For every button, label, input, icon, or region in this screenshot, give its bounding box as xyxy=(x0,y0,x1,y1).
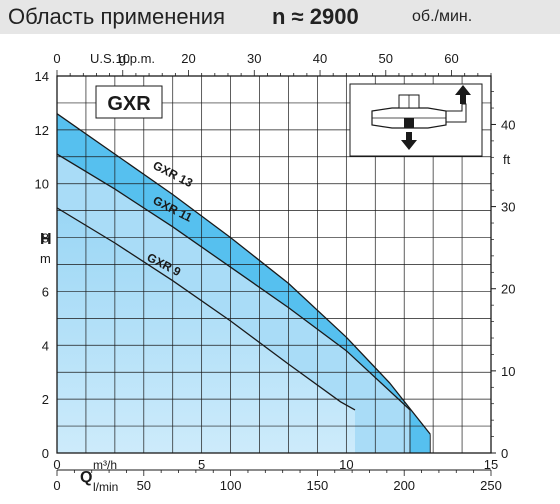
header-title: Область применения xyxy=(8,4,225,29)
tick-label-h-14: 14 xyxy=(35,69,49,84)
tick-label-q-10: 10 xyxy=(339,457,353,472)
pump-curves xyxy=(57,113,431,453)
tick-label-lmin-100: 100 xyxy=(220,478,242,493)
panel-label-box xyxy=(95,85,163,119)
tick-label-gpm-50: 50 xyxy=(379,51,393,66)
header-speed: n ≈ 2900 xyxy=(272,4,359,29)
tick-label-h-10: 10 xyxy=(35,177,49,192)
tick-label-h-8: 8 xyxy=(42,231,49,246)
tick-label-lmin-250: 250 xyxy=(480,478,502,493)
tick-label-lmin-0: 0 xyxy=(53,478,60,493)
tick-label-q-5: 5 xyxy=(198,457,205,472)
tick-label-gpm-40: 40 xyxy=(313,51,327,66)
axis-ticks xyxy=(56,70,496,476)
tick-label-h-4: 4 xyxy=(42,338,49,353)
tick-label-ft-10: 10 xyxy=(501,364,515,379)
tick-label-h-6: 6 xyxy=(42,284,49,299)
tick-label-gpm-10: 10 xyxy=(116,51,130,66)
curve-gxr-13 xyxy=(57,113,431,435)
pump-schematic-icon xyxy=(349,83,483,157)
range-fill-gxr13 xyxy=(57,113,431,453)
curve-gxr-11 xyxy=(57,153,411,411)
tick-label-lmin-200: 200 xyxy=(393,478,415,493)
range-fill-gxr11 xyxy=(57,154,410,453)
tick-label-ft-30: 30 xyxy=(501,200,515,215)
tick-label-q-15: 15 xyxy=(484,457,498,472)
header-speed-unit: об./мин. xyxy=(412,8,473,25)
ft-axis-unit: ft xyxy=(503,152,511,167)
panel-label: GXR xyxy=(107,93,151,115)
q-m3h-unit: m³/h xyxy=(93,458,117,472)
tick-label-lmin-150: 150 xyxy=(307,478,329,493)
tick-label-h-2: 2 xyxy=(42,392,49,407)
h-axis-unit: m xyxy=(40,251,51,266)
tick-label-lmin-50: 50 xyxy=(137,478,151,493)
tick-label-gpm-60: 60 xyxy=(444,51,458,66)
tick-label-h-0: 0 xyxy=(42,446,49,461)
tick-label-ft-20: 20 xyxy=(501,282,515,297)
q-lmin-unit: l/min xyxy=(93,480,118,494)
tick-label-gpm-0: 0 xyxy=(53,51,60,66)
curve-gxr-9 xyxy=(57,207,356,411)
plot-border xyxy=(56,75,492,454)
h-axis-label: H xyxy=(40,231,52,248)
q-axis-label: Q xyxy=(80,469,92,486)
operating-range-fills xyxy=(57,113,431,453)
tick-label-gpm-20: 20 xyxy=(181,51,195,66)
tick-label-h-12: 12 xyxy=(35,123,49,138)
tick-label-ft-0: 0 xyxy=(501,446,508,461)
tick-label-gpm-30: 30 xyxy=(247,51,261,66)
usgpm-axis-label: U.S. g.p.m. xyxy=(90,51,155,66)
tick-label-ft-40: 40 xyxy=(501,117,515,132)
header-banner: Область применения n ≈ 2900 об./мин. xyxy=(0,0,560,34)
tick-label-q-0: 0 xyxy=(53,457,60,472)
range-fill-gxr9 xyxy=(57,207,355,453)
